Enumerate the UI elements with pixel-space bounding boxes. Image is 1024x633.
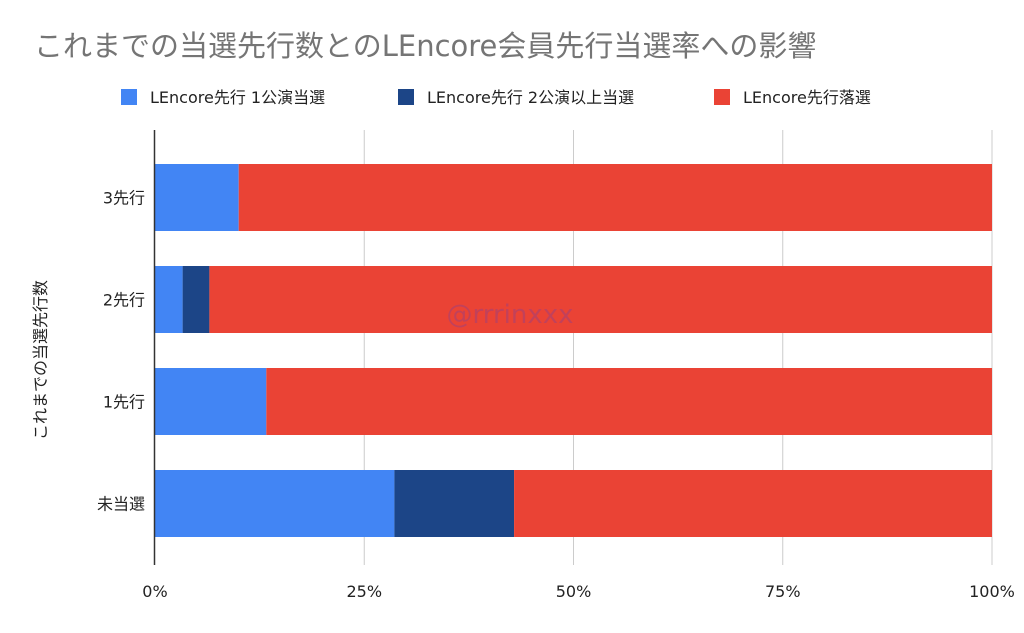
bar-segment bbox=[182, 266, 210, 333]
y-tick-label: 1先行 bbox=[103, 393, 145, 412]
legend-label: LEncore先行 1公演当選 bbox=[150, 88, 325, 107]
x-tick-label: 25% bbox=[346, 582, 382, 601]
x-tick-label: 50% bbox=[556, 582, 592, 601]
y-axis-title: これまでの当選先行数 bbox=[31, 280, 50, 440]
legend-label: LEncore先行落選 bbox=[743, 88, 871, 107]
legend-label: LEncore先行 2公演以上当選 bbox=[427, 88, 634, 107]
bar-segment bbox=[266, 368, 992, 435]
bar-segment bbox=[155, 164, 239, 231]
y-tick-label: 未当選 bbox=[97, 495, 145, 514]
bar-segment bbox=[394, 470, 515, 537]
legend-swatch bbox=[714, 89, 730, 105]
bar-segment bbox=[155, 368, 267, 435]
bars bbox=[155, 164, 992, 537]
bar-segment bbox=[155, 470, 395, 537]
bar-segment bbox=[238, 164, 992, 231]
legend-swatch bbox=[121, 89, 137, 105]
bar-segment bbox=[209, 266, 992, 333]
y-tick-label: 2先行 bbox=[103, 291, 145, 310]
bar-segment bbox=[155, 266, 183, 333]
bar-segment bbox=[514, 470, 992, 537]
legend-swatch bbox=[398, 89, 414, 105]
x-tick-label: 100% bbox=[969, 582, 1015, 601]
chart-title: これまでの当選先行数とのLEncore会員先行当選率への影響 bbox=[34, 29, 816, 63]
x-tick-label: 75% bbox=[765, 582, 801, 601]
x-tick-labels: 0% 25% 50% 75% 100% bbox=[142, 582, 1015, 601]
x-tick-label: 0% bbox=[142, 582, 167, 601]
watermark: @rrrinxxx bbox=[446, 300, 573, 330]
legend: LEncore先行 1公演当選 LEncore先行 2公演以上当選 LEncore先… bbox=[121, 88, 871, 107]
y-tick-label: 3先行 bbox=[103, 189, 145, 208]
